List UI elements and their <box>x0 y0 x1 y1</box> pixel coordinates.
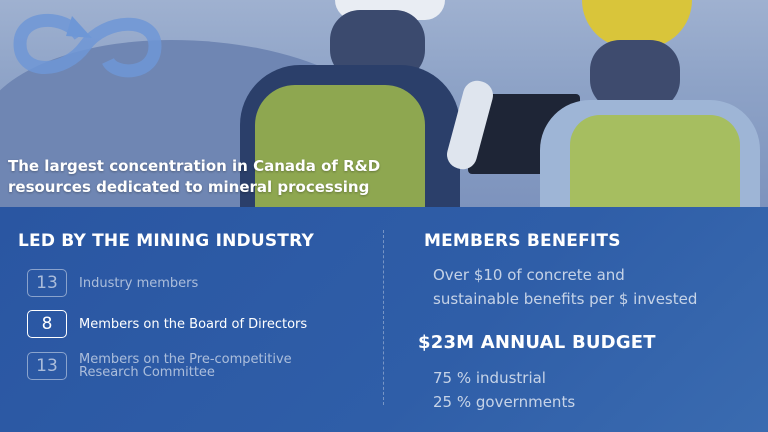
count-badge: 13 <box>27 352 67 380</box>
led-by-industry-title: LED BY THE MINING INDUSTRY <box>18 231 314 251</box>
tagline-line: resources dedicated to mineral processin… <box>8 178 370 196</box>
column-divider <box>383 230 384 405</box>
safety-vest <box>570 115 740 207</box>
hero-photo: The largest concentration in Canada of R… <box>0 0 768 207</box>
infinity-arrow-logo <box>13 13 162 78</box>
benefits-line: Over $10 of concrete and <box>433 266 625 284</box>
stat-research-committee: 13 Members on the Pre-competitive Resear… <box>27 352 319 380</box>
count-badge: 8 <box>27 310 67 338</box>
members-benefits-title: MEMBERS BENEFITS <box>424 231 621 251</box>
stat-industry-members: 13 Industry members <box>27 269 198 297</box>
info-panel <box>0 207 768 432</box>
benefits-text: Over $10 of concrete and sustainable ben… <box>433 263 697 311</box>
count-badge: 13 <box>27 269 67 297</box>
stat-board-members: 8 Members on the Board of Directors <box>27 310 307 338</box>
benefits-line: sustainable benefits per $ invested <box>433 290 698 308</box>
annual-budget-title: $23M ANNUAL BUDGET <box>418 332 656 353</box>
safety-vest <box>255 85 425 207</box>
tagline-line: The largest concentration in Canada of R… <box>8 157 381 175</box>
budget-line: 75 % industrial <box>433 369 546 387</box>
budget-line: 25 % governments <box>433 393 576 411</box>
stat-label: Members on the Pre-competitive Research … <box>79 352 292 380</box>
budget-breakdown: 75 % industrial 25 % governments <box>433 366 575 414</box>
worker-head <box>590 40 680 110</box>
stat-label: Industry members <box>79 275 199 291</box>
hero-tagline: The largest concentration in Canada of R… <box>8 156 380 198</box>
stat-label: Members on the Board of Directors <box>79 316 308 332</box>
